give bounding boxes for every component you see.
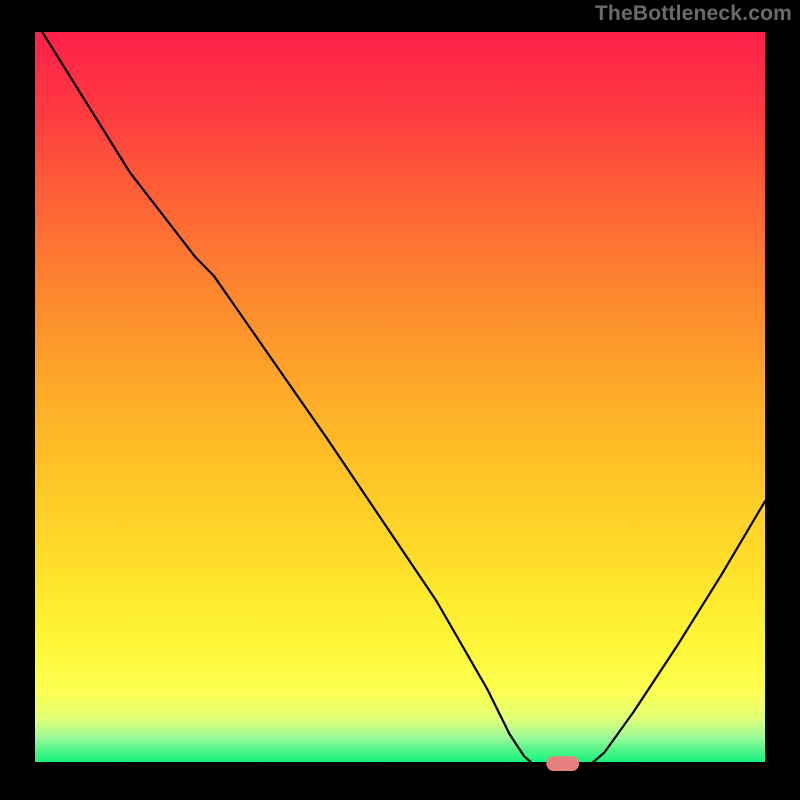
optimal-marker bbox=[546, 756, 579, 771]
bottleneck-curve bbox=[42, 32, 765, 768]
watermark-text: TheBottleneck.com bbox=[595, 2, 792, 26]
curve-layer bbox=[35, 32, 765, 771]
plot-area bbox=[33, 30, 767, 773]
chart-root: TheBottleneck.com bbox=[0, 0, 800, 800]
